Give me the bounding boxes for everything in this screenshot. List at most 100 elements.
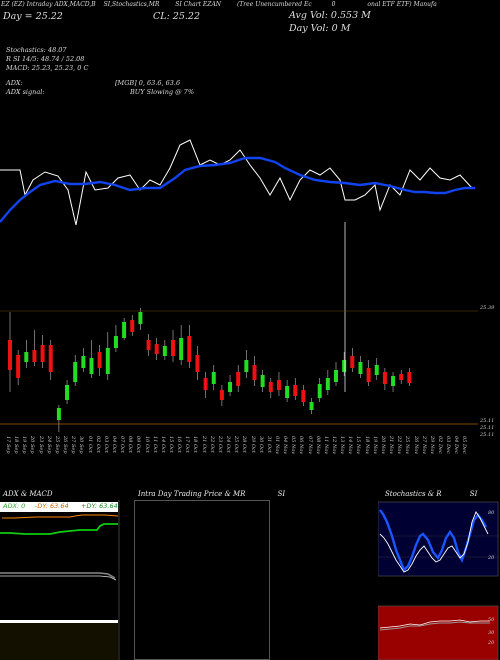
candle-body	[342, 360, 347, 372]
close-price-label: CL: 25.22	[153, 11, 200, 22]
header-title-a: EZ (EZ) Intraday ADX,MACD,B	[1, 1, 96, 8]
candle-body	[317, 384, 322, 398]
candle-body	[16, 355, 21, 378]
date-label: 24 Sep	[45, 436, 52, 454]
candle-body	[24, 352, 29, 362]
candle-body	[105, 348, 110, 374]
price-axis-bottom-2: 25.11	[480, 425, 495, 431]
candle-body	[203, 378, 208, 390]
intraday-title-a: Intra Day Trading Price & MR	[138, 490, 246, 498]
candle-body	[73, 362, 78, 382]
candle-body	[293, 385, 298, 396]
header-title-b: SI,Stochastics,MR	[103, 1, 160, 8]
stoch-white-line	[379, 511, 489, 573]
rsi-background	[378, 605, 499, 660]
date-label: 29 Nov	[428, 436, 435, 455]
candle-body	[366, 368, 371, 382]
candle-body	[399, 374, 404, 380]
candle-body	[236, 372, 241, 386]
stochastics-readout: Stochastics: 48.07	[6, 46, 67, 54]
adx-values-readout: [MGB] 0, 63.6, 63.6	[115, 79, 181, 87]
candle-body	[89, 358, 94, 374]
rsi-blue-line	[0, 156, 475, 223]
date-label: 27 Sep	[70, 436, 77, 454]
date-label: 30 Oct	[257, 436, 264, 453]
date-label: 14 Oct	[159, 436, 166, 453]
date-label: 27 Nov	[420, 436, 427, 455]
date-label: 25 Nov	[404, 436, 411, 455]
date-label: 10 Oct	[143, 436, 150, 453]
date-label: 09 Oct	[135, 436, 142, 453]
date-label: 18 Sep	[13, 436, 20, 454]
macd-line-1	[0, 572, 116, 579]
macd-readout: MACD: 25.23, 25.23, 0 C	[6, 64, 89, 72]
date-label: 18 Oct	[192, 436, 199, 453]
price-axis-bottom-3: 25.11	[480, 432, 495, 438]
candle-body	[40, 345, 45, 362]
date-label: 01 Nov	[273, 436, 280, 455]
date-label: 14 Nov	[347, 436, 354, 455]
date-label: 08 Oct	[127, 436, 134, 453]
rsi-axis-50: 50	[488, 617, 495, 623]
date-label: 19 Sep	[21, 436, 28, 454]
date-label: 02 Dec	[436, 436, 443, 454]
date-label: 08 Nov	[314, 436, 321, 455]
day-price-label: Day = 25.22	[3, 11, 63, 22]
date-label: 26 Nov	[412, 436, 419, 455]
candle-body	[195, 355, 200, 372]
macd-baseline-bar	[0, 620, 118, 623]
date-label: 12 Nov	[331, 436, 337, 455]
date-label: 06 Nov	[298, 436, 305, 455]
date-label: 11 Nov	[322, 436, 329, 455]
date-label: 02 Oct	[94, 436, 101, 453]
adx-green-line	[0, 523, 118, 535]
date-label: 21 Oct	[200, 436, 207, 453]
candle-body	[219, 390, 224, 400]
candle-body	[130, 320, 135, 332]
candle-body	[48, 345, 53, 372]
intraday-title-b: SI	[277, 490, 286, 498]
candle-body	[154, 344, 159, 354]
rsi-mini-white	[379, 619, 490, 629]
candle-body	[8, 340, 12, 370]
candle-body	[97, 352, 102, 368]
date-label: 16 Oct	[176, 436, 183, 453]
candle-body	[179, 338, 184, 360]
date-label: 25 Oct	[233, 436, 240, 453]
candle-body	[276, 380, 281, 390]
date-label: 07 Nov	[306, 436, 313, 455]
date-label: 17 Oct	[184, 436, 191, 453]
date-label: 05 Nov	[290, 436, 297, 455]
stoch-title-a: Stochastics & R	[385, 490, 442, 498]
adx-macd-panel-title: ADX & MACD	[3, 490, 53, 498]
candle-body	[309, 402, 314, 410]
date-label: 29 Oct	[249, 436, 256, 453]
date-label: 21 Nov	[388, 436, 395, 455]
price-axis-top: 25.39	[480, 305, 495, 311]
date-label: 22 Oct	[208, 436, 215, 453]
day-volume-label: Day Vol: 0 M	[289, 23, 351, 34]
date-label: 05 Dec	[461, 436, 468, 454]
candle-body	[325, 378, 330, 390]
candle-body	[162, 346, 167, 356]
date-label: 13 Nov	[339, 436, 346, 455]
rsi-white-line	[0, 139, 473, 226]
candle-body	[228, 382, 233, 392]
date-label: 11 Oct	[151, 436, 158, 453]
candle-body	[285, 386, 290, 398]
candle-body	[334, 370, 338, 382]
date-label: 20 Nov	[379, 436, 386, 455]
candle-body	[122, 322, 127, 338]
date-label: 30 Sep	[78, 436, 85, 454]
date-axis: 17 Sep 18 Sep 19 Sep 20 Sep 23 Sep 24 Sep 25 S…	[0, 436, 500, 482]
rsi-readout: R SI 14/5: 48.74 / 52.08	[6, 55, 85, 63]
candle-body	[350, 356, 355, 368]
header-title-e: 0	[331, 1, 336, 8]
candle-body	[391, 376, 396, 386]
candle-body	[113, 336, 118, 348]
date-label: 20 Sep	[29, 436, 36, 454]
candle-body	[244, 360, 249, 372]
stoch-title-b: SI	[469, 490, 478, 498]
candle-body	[65, 385, 70, 400]
dy-plus-label: +DY: 63.64	[81, 502, 118, 510]
